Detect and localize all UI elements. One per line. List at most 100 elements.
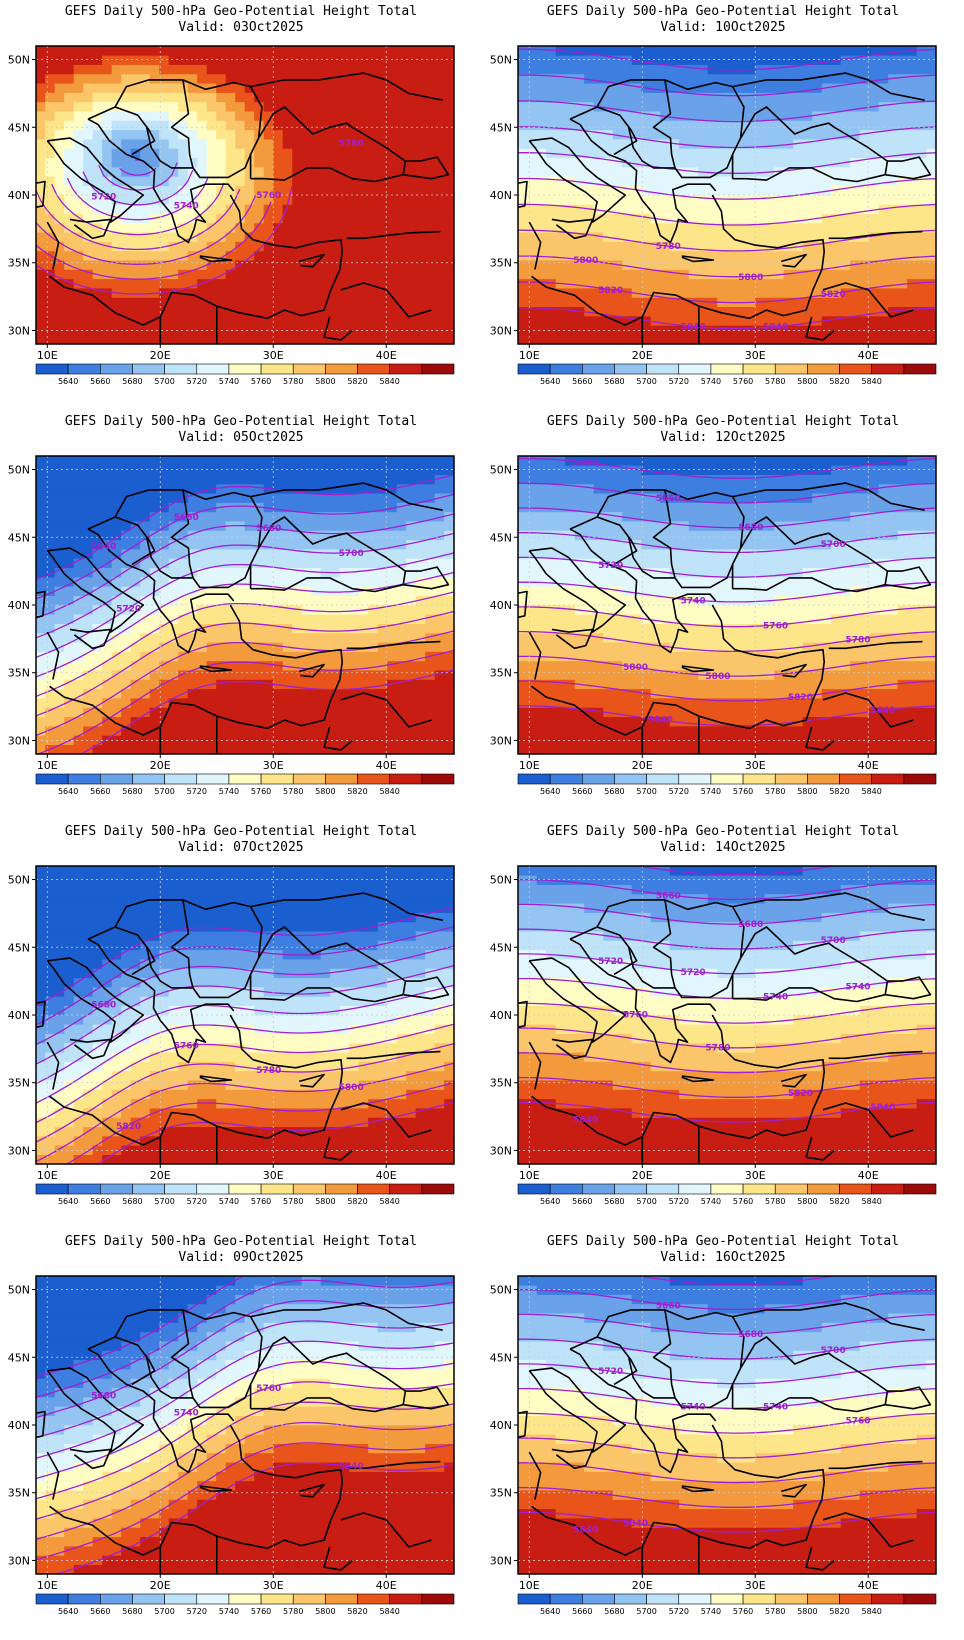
contour-5780 [36, 189, 241, 251]
contour-label: 5720 [91, 192, 116, 202]
colorbar-label: 5840 [862, 787, 882, 796]
contour-label: 5740 [174, 1409, 199, 1419]
colorbar-label: 5660 [572, 377, 592, 386]
colorbar-swatch [807, 1183, 840, 1195]
panel-05oct: GEFS Daily 500-hPa Geo-Potential Height … [0, 410, 482, 820]
contour-label: 5680 [256, 524, 281, 534]
colorbar: 5640 5660 5680 5700 5720 5740 5760 5780 5800 5820… [517, 1593, 937, 1616]
contour-5660 [36, 925, 454, 1026]
colorbar-swatch [228, 773, 262, 785]
coastlines [518, 72, 932, 344]
lon-label: 20E [632, 759, 653, 772]
colorbar-label: 5660 [90, 787, 110, 796]
colorbar-swatch [646, 1593, 680, 1605]
contour-label: 5720 [598, 561, 623, 571]
colorbar-label: 5700 [636, 377, 656, 386]
lat-label: 50N [490, 54, 512, 67]
colorbar-label: 5800 [315, 1197, 335, 1206]
coastlines [36, 72, 450, 344]
lat-label: 40N [8, 189, 30, 202]
lon-label: 20E [632, 1169, 653, 1182]
contour-5760 [36, 1023, 454, 1124]
contour-5760 [36, 591, 454, 698]
colorbar-label: 5680 [122, 1197, 142, 1206]
colorbar-label: 5740 [701, 377, 721, 386]
height-map: 5680 5740 5760 5840 30N 35N 40N 45N 50N 10E 20E 30E… [8, 1275, 455, 1616]
colorbar-swatch [549, 1183, 583, 1195]
lat-label: 40N [490, 1419, 512, 1432]
colorbar-swatch [292, 1593, 326, 1605]
contour-label: 5760 [174, 1041, 199, 1051]
contour-5720 [36, 552, 454, 658]
coastlines [518, 892, 932, 1164]
lat-label: 40N [490, 599, 512, 612]
height-map: 5680 5760 5780 5800 5820 30N 35N 40N 45N 50N 10E 20… [8, 865, 455, 1206]
contour-5780 [518, 630, 936, 653]
colorbar-swatch [35, 773, 69, 785]
contour-label: 5660 [656, 1301, 681, 1311]
contour-label: 5740 [763, 993, 788, 1003]
height-map: 5640 5660 5680 5700 5720 5740 5740 5760 5840 30N 3… [490, 1275, 937, 1616]
colorbar-swatch [421, 773, 455, 785]
lat-label: 30N [490, 734, 512, 747]
contour-label: 5800 [573, 256, 598, 266]
contour-label: 5700 [821, 1346, 846, 1356]
colorbar-label: 5640 [540, 787, 560, 796]
lon-label: 30E [263, 349, 284, 362]
contour-label: 5780 [846, 635, 871, 645]
colorbar-swatch [903, 1593, 937, 1605]
contour-labels: 5640 5660 5680 5700 5720 5720 5740 5740 5760 5780… [573, 891, 895, 1125]
contour-lines [36, 159, 293, 295]
lat-label: 30N [8, 734, 30, 747]
colorbar-label: 5700 [154, 1197, 174, 1206]
contour-label: 5800 [339, 1083, 364, 1093]
contour-labels: 5800 5780 5800 5820 5820 5840 5840 [573, 242, 845, 332]
colorbar-label: 5720 [669, 1197, 689, 1206]
colorbar-swatch [871, 773, 905, 785]
coastlines [36, 482, 450, 754]
colorbar-swatch [742, 1183, 776, 1195]
contour-label: 5700 [821, 936, 846, 946]
lon-label: 40E [858, 1579, 879, 1592]
colorbar-label: 5820 [829, 1197, 849, 1206]
colorbar-label: 5820 [829, 787, 849, 796]
lat-label: 40N [8, 1419, 30, 1432]
contour-5720 [518, 953, 936, 975]
lon-label: 40E [376, 759, 397, 772]
lon-label: 30E [263, 759, 284, 772]
colorbar-swatch [517, 773, 551, 785]
contour-label: 5680 [91, 1001, 116, 1011]
contour-5800 [518, 655, 936, 677]
height-field [518, 866, 936, 1164]
colorbar: 5640 5660 5680 5700 5720 5740 5760 5780 5800 5820… [35, 1593, 455, 1616]
panel-title: GEFS Daily 500-hPa Geo-Potential Height … [64, 4, 418, 19]
colorbar-label: 5720 [187, 787, 207, 796]
colorbar-label: 5680 [122, 377, 142, 386]
contour-5700 [518, 126, 936, 149]
colorbar-swatch [132, 363, 165, 375]
colorbar-swatch [614, 363, 647, 375]
colorbar-swatch [100, 773, 133, 785]
contour-5740 [36, 1004, 454, 1104]
contour-label: 5680 [738, 920, 763, 930]
colorbar-swatch [164, 363, 198, 375]
colorbar-swatch [35, 1183, 69, 1195]
colorbar-swatch [517, 363, 551, 375]
colorbar-swatch [132, 773, 165, 785]
colorbar-label: 5660 [572, 787, 592, 796]
colorbar: 5640 5660 5680 5700 5720 5740 5760 5780 5800 5820… [517, 363, 937, 386]
colorbar-swatch [389, 773, 423, 785]
colorbar-label: 5660 [572, 1197, 592, 1206]
contour-label: 5780 [339, 139, 364, 149]
colorbar-swatch [260, 1593, 294, 1605]
contour-label: 5680 [738, 1330, 763, 1340]
colorbar-swatch [614, 1593, 647, 1605]
contour-5720 [518, 1363, 936, 1385]
colorbar-label: 5720 [669, 787, 689, 796]
colorbar-label: 5720 [187, 377, 207, 386]
panel-14oct: GEFS Daily 500-hPa Geo-Potential Height … [482, 820, 964, 1230]
contour-5720 [36, 984, 454, 1085]
lat-label: 35N [490, 667, 512, 680]
contour-label: 5780 [705, 1043, 730, 1053]
colorbar-swatch [100, 1183, 133, 1195]
